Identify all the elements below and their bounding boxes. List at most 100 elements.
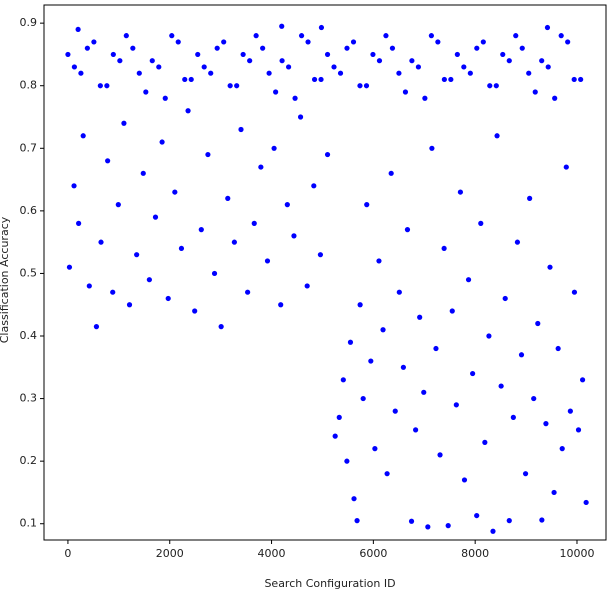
point (428, 33, 434, 39)
point (376, 258, 382, 264)
point (258, 164, 264, 170)
point (487, 83, 493, 89)
point (494, 133, 500, 139)
point (474, 45, 480, 51)
point (400, 364, 406, 370)
point (305, 39, 311, 45)
point (318, 76, 324, 83)
point (360, 395, 366, 402)
y-tick-label: 0.1 (20, 517, 38, 530)
point (527, 195, 533, 201)
point (370, 51, 376, 58)
point (130, 45, 136, 51)
point (454, 51, 460, 58)
point (97, 83, 103, 89)
point (526, 70, 532, 76)
point (535, 320, 541, 327)
point (93, 324, 100, 330)
point (482, 439, 488, 445)
point (514, 239, 521, 245)
point (115, 202, 121, 208)
point (126, 302, 133, 308)
point (266, 70, 272, 76)
point (292, 95, 298, 101)
point (66, 264, 73, 270)
point (205, 151, 211, 158)
point (279, 23, 285, 29)
point (457, 189, 464, 195)
y-tick-label: 0.8 (20, 79, 38, 92)
point (75, 26, 81, 33)
y-tick-label: 0.7 (20, 141, 38, 154)
point (117, 58, 123, 64)
point (449, 308, 455, 314)
point (363, 83, 370, 89)
point (291, 233, 297, 239)
point (351, 496, 357, 502)
y-tick-label: 0.6 (20, 204, 38, 217)
point (143, 89, 149, 95)
point (80, 133, 86, 139)
point (461, 477, 468, 483)
point (571, 289, 578, 295)
point (413, 427, 419, 433)
point (311, 76, 318, 83)
point (583, 499, 589, 506)
point (357, 83, 363, 89)
point (480, 39, 486, 45)
point (519, 45, 525, 51)
x-tick-label: 6000 (359, 547, 387, 560)
y-tick-label: 0.5 (20, 266, 38, 279)
point (396, 70, 402, 76)
point (404, 227, 411, 233)
point (324, 51, 331, 58)
point (201, 64, 207, 70)
x-axis-label: Search Configuration ID (264, 577, 395, 590)
point (558, 33, 564, 39)
point (297, 114, 304, 120)
point (178, 245, 185, 252)
point (422, 95, 428, 101)
point (384, 471, 390, 477)
point (368, 358, 374, 364)
y-tick-label: 0.4 (20, 329, 38, 342)
point (260, 45, 266, 51)
point (234, 83, 240, 89)
point (500, 51, 506, 58)
point (264, 258, 271, 264)
point (506, 518, 512, 524)
point (156, 64, 162, 70)
point (162, 95, 168, 101)
point (331, 64, 337, 70)
point (522, 471, 529, 477)
point (318, 24, 325, 31)
point (271, 145, 277, 151)
point (441, 245, 447, 252)
point (218, 324, 224, 330)
point (467, 70, 473, 76)
point (136, 70, 142, 76)
point (502, 295, 508, 302)
point (152, 214, 159, 220)
point (380, 327, 386, 333)
point (493, 83, 499, 89)
point (474, 512, 480, 519)
point (433, 345, 439, 352)
point (245, 289, 251, 295)
point (273, 89, 279, 95)
plot-frame (43, 4, 607, 541)
point (532, 89, 538, 95)
point (437, 452, 443, 458)
point (575, 427, 582, 433)
point (402, 89, 409, 95)
point (470, 370, 476, 377)
point (513, 33, 519, 39)
point (357, 302, 363, 308)
point (324, 151, 331, 158)
point (76, 220, 82, 226)
point (490, 528, 496, 534)
point (238, 126, 244, 133)
point (123, 33, 129, 39)
point (563, 164, 569, 170)
